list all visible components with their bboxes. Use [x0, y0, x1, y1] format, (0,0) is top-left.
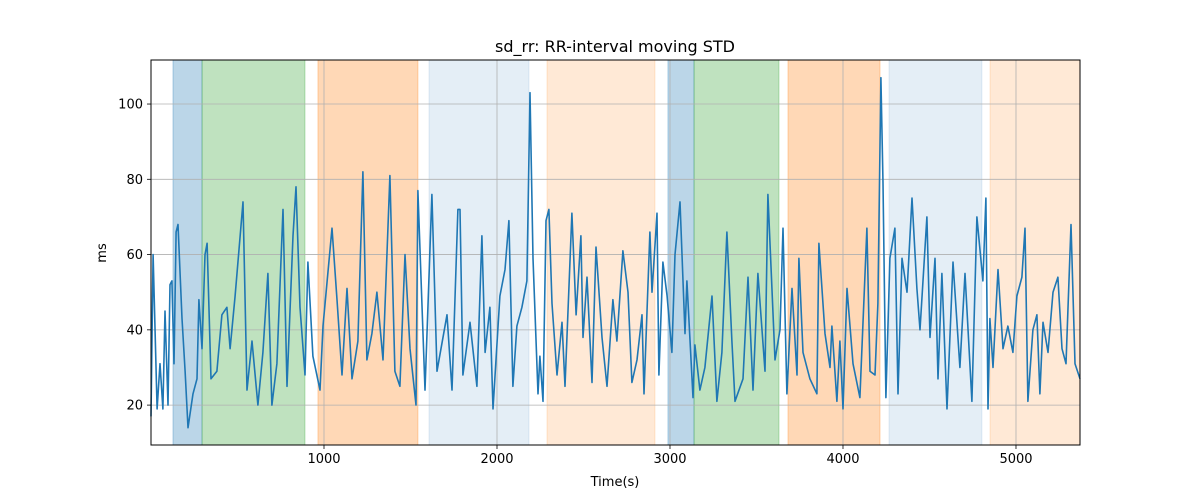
chart-title: sd_rr: RR-interval moving STD — [495, 37, 735, 57]
series-line-sd_rr — [150, 76, 1081, 429]
y-tick-label: 60 — [126, 248, 143, 263]
x-tick-label: 5000 — [999, 452, 1032, 467]
x-tick-label: 4000 — [826, 452, 859, 467]
shaded-span — [172, 59, 203, 446]
x-tick-label: 2000 — [480, 452, 513, 467]
plot-lines — [150, 76, 1081, 429]
axes-frame — [150, 59, 1081, 446]
y-tick-label: 100 — [118, 98, 143, 113]
x-tick-label: 1000 — [307, 452, 340, 467]
y-tick-label: 40 — [126, 323, 143, 338]
y-tick-label: 80 — [126, 173, 143, 188]
ticks: 1000 2000 3000 4000 5000 20 40 60 80 100 — [118, 98, 1032, 467]
x-axis-label: Time(s) — [590, 475, 640, 490]
grid — [151, 60, 1080, 445]
y-axis-label: ms — [95, 243, 110, 263]
shaded-span — [693, 59, 780, 446]
shaded-span — [428, 59, 530, 446]
y-tick-label: 20 — [126, 399, 143, 414]
shaded-spans — [172, 59, 1081, 446]
shaded-span — [317, 59, 419, 446]
shaded-span — [989, 59, 1081, 446]
shaded-span — [787, 59, 881, 446]
shaded-span — [201, 59, 306, 446]
x-tick-label: 3000 — [653, 452, 686, 467]
shaded-span — [667, 59, 695, 446]
shaded-span — [546, 59, 656, 446]
shaded-span — [888, 59, 983, 446]
